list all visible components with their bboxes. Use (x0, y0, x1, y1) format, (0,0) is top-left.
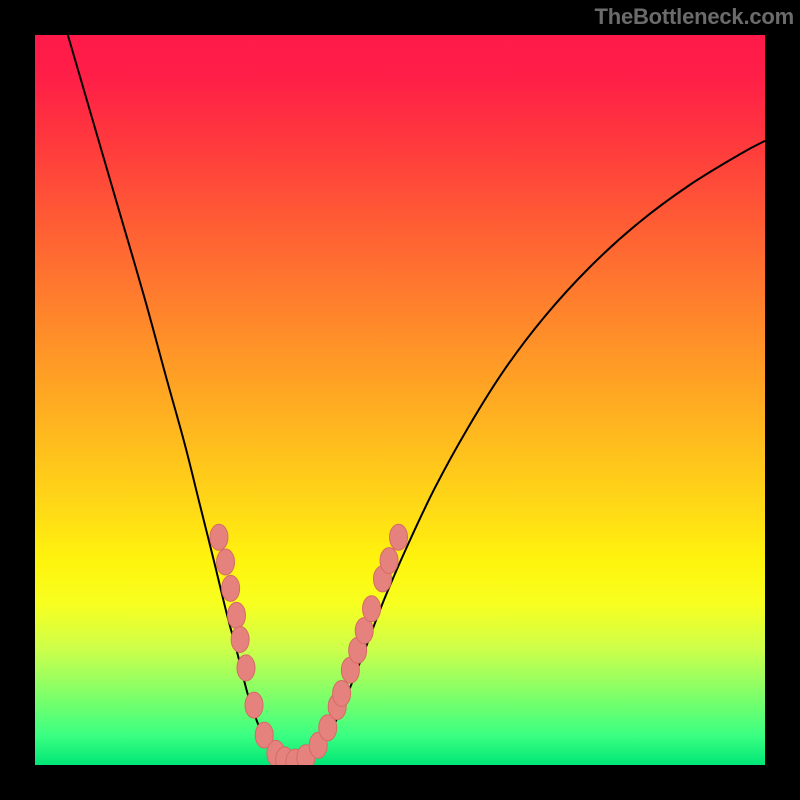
marker-left (245, 692, 263, 718)
marker-left (227, 602, 245, 628)
plot-area (35, 35, 765, 765)
marker-left (210, 524, 228, 550)
marker-right (380, 548, 398, 574)
chart-container: TheBottleneck.com (0, 0, 800, 800)
bottleneck-curve-svg (35, 35, 765, 765)
marker-right (363, 596, 381, 622)
curve-right-branch (292, 141, 765, 764)
marker-right (333, 680, 351, 706)
marker-left (237, 655, 255, 681)
marker-left (217, 549, 235, 575)
marker-left (222, 575, 240, 601)
watermark-text: TheBottleneck.com (594, 4, 794, 30)
marker-right (390, 524, 408, 550)
curve-left-branch (68, 35, 292, 764)
marker-left (231, 626, 249, 652)
